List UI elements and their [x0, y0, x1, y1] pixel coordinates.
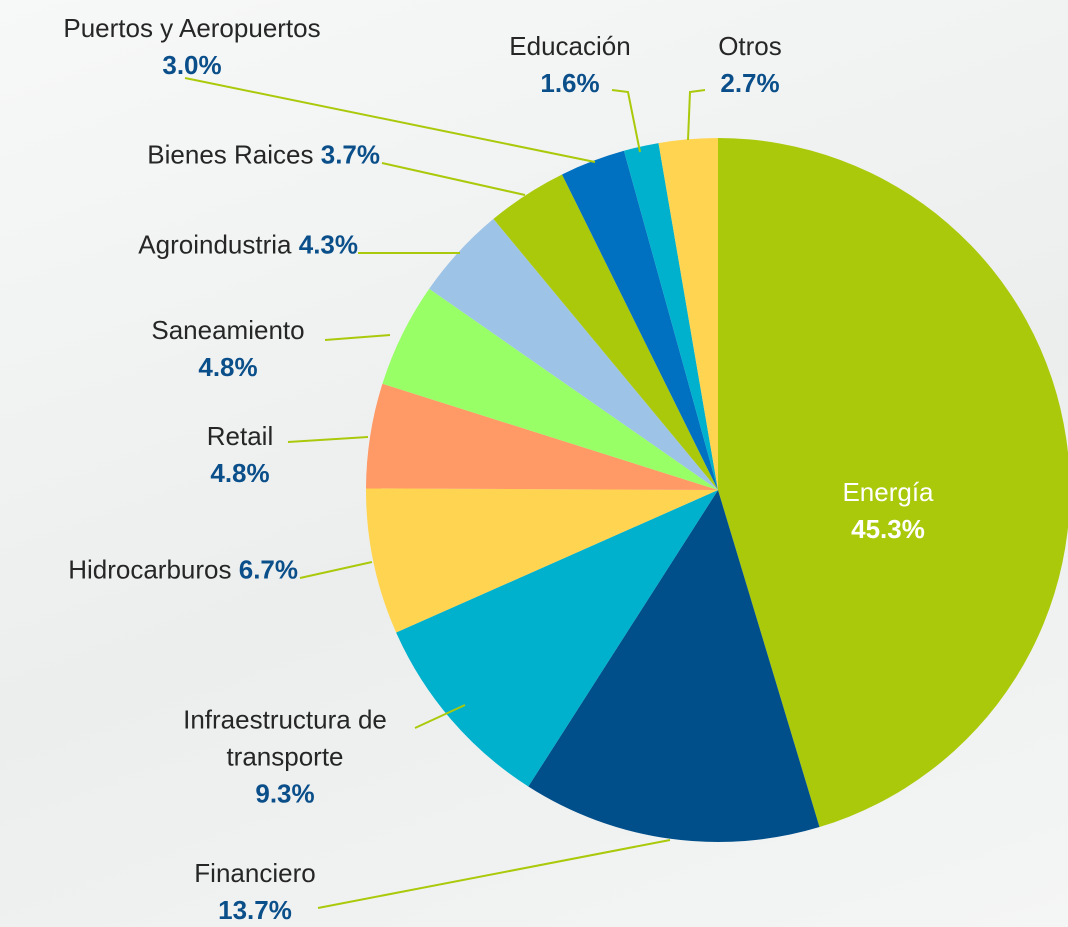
slice-label: Financiero 13.7% — [145, 855, 365, 927]
slice-label: Agroindustria 4.3% — [138, 227, 358, 264]
leader-line — [184, 77, 596, 163]
value-label: 9.3% — [255, 778, 315, 809]
value-label: 1.6% — [540, 68, 600, 98]
value-label: 6.7% — [238, 554, 298, 585]
value-label: 4.8% — [210, 458, 270, 488]
pie-slice — [658, 138, 718, 490]
leader-line — [324, 334, 391, 341]
value-label: 45.3% — [851, 514, 925, 544]
pie-slice — [366, 383, 718, 490]
category-name: Bienes Raices — [147, 139, 314, 170]
value-label: 2.7% — [720, 68, 780, 98]
category-name: Puertos y Aeropuertos — [63, 13, 321, 43]
slice-label: Hidrocarburos 6.7% — [68, 552, 298, 589]
leader-line — [611, 89, 641, 153]
pie-slice — [429, 218, 718, 490]
leader-line — [381, 162, 526, 196]
category-name: Educación — [509, 31, 631, 61]
slice-label: Retail 4.8% — [165, 418, 315, 492]
pie-slice — [365, 488, 718, 633]
slice-label: Saneamiento 4.8% — [128, 312, 328, 386]
pie-slice — [382, 288, 718, 490]
slice-label: Educación 1.6% — [490, 28, 650, 102]
category-name: Hidrocarburos — [68, 554, 232, 585]
category-name: Saneamiento — [151, 315, 305, 345]
slice-label: Energía 45.3% — [778, 474, 998, 548]
pie-slice — [718, 138, 1068, 828]
slice-label: Infraestructura de transporte 9.3% — [150, 702, 420, 813]
category-name: Agroindustria — [138, 229, 292, 260]
category-name: Otros — [718, 31, 782, 61]
leader-line — [287, 436, 369, 443]
value-label: 3.7% — [320, 139, 380, 170]
slice-label: Otros 2.7% — [690, 28, 810, 102]
category-name: Infraestructura de transporte — [183, 704, 387, 772]
leader-line — [317, 839, 671, 909]
category-name: Retail — [206, 421, 274, 451]
pie-slice — [623, 143, 718, 490]
pie-slice — [396, 490, 718, 787]
value-label: 4.3% — [298, 229, 358, 260]
slice-label: Bienes Raices 3.7% — [147, 137, 380, 174]
leader-line — [414, 704, 466, 729]
value-label: 13.7% — [218, 895, 292, 925]
leader-line — [299, 561, 373, 579]
leader-line — [687, 89, 706, 141]
slice-label: Puertos y Aeropuertos 3.0% — [22, 10, 362, 84]
value-label: 4.8% — [198, 352, 258, 382]
category-name: Financiero — [194, 858, 316, 888]
pie-slice — [493, 174, 718, 490]
category-name: Energía — [842, 477, 934, 507]
pie-slice — [562, 150, 718, 491]
pie-slice — [528, 490, 820, 842]
value-label: 3.0% — [162, 50, 222, 80]
